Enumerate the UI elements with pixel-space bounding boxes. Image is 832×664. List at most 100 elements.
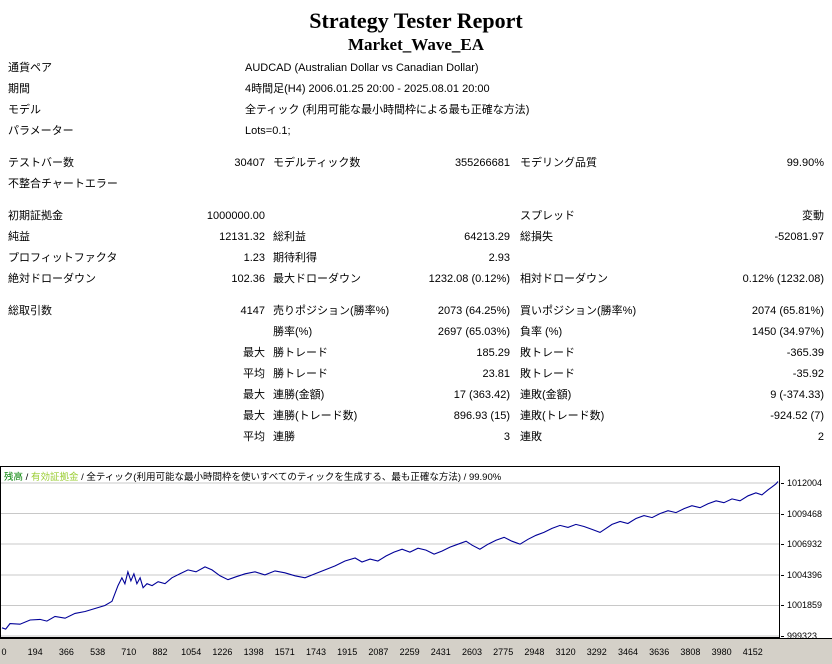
- stat-row: 勝率(%) 2697 (65.03%) 負率 (%) 1450 (34.97%): [8, 322, 824, 343]
- x-axis-label: 1398: [243, 647, 264, 657]
- stat-row: 最大 連勝(金額) 17 (363.42) 連敗(金額) 9 (-374.33): [8, 385, 824, 406]
- y-axis-label: 1001859: [787, 600, 823, 611]
- stat-value: 最大: [243, 389, 265, 401]
- stat-label: [8, 427, 138, 448]
- info-row: 通貨ペア AUDCAD (Australian Dollar vs Canadia…: [8, 58, 824, 79]
- y-axis-tick: [781, 574, 784, 576]
- model-legend-text: 全ティック(利用可能な最小時間枠を使いすべてのティックを生成する、最も正確な方法…: [86, 472, 462, 483]
- stat-row: 最大 勝トレード 185.29 敗トレード -365.39: [8, 343, 824, 364]
- stat-value: -924.52 (7): [770, 410, 824, 422]
- stat-label: モデルティック数: [273, 157, 361, 169]
- stat-value: 2.93: [488, 252, 510, 264]
- stat-label: プロフィットファクタ: [8, 252, 118, 264]
- stat-value: [420, 206, 510, 227]
- report-body: 通貨ペア AUDCAD (Australian Dollar vs Canadia…: [0, 58, 832, 448]
- stat-value: [420, 174, 510, 195]
- stat-label: [8, 343, 138, 364]
- stat-value: -35.92: [792, 368, 824, 380]
- stat-label: 初期証拠金: [8, 210, 63, 222]
- stat-row: 平均 勝トレード 23.81 敗トレード -35.92: [8, 364, 824, 385]
- balance-curve: [1, 481, 779, 630]
- x-axis-label: 1915: [337, 647, 358, 657]
- stat-row: テストバー数 30407 モデルティック数 355266681 モデリング品質 99.90…: [8, 153, 824, 174]
- stat-value: 平均: [243, 368, 265, 380]
- x-axis-label: 1226: [212, 647, 233, 657]
- stat-value: 1000000.00: [206, 210, 265, 222]
- stat-label: 相対ドローダウン: [520, 273, 608, 285]
- x-axis-label: 2775: [493, 647, 514, 657]
- x-axis-label: 1743: [305, 647, 327, 657]
- x-axis-label: 194: [27, 647, 43, 657]
- stat-value: 185.29: [476, 347, 510, 359]
- stat-section: テストバー数 30407 モデルティック数 355266681 モデリング品質 99.90…: [8, 153, 824, 195]
- stat-label: [8, 385, 138, 406]
- stat-label: [8, 364, 138, 385]
- stat-value: 64213.29: [464, 231, 510, 243]
- stat-value: 99.90%: [786, 157, 824, 169]
- stat-label: モデリング品質: [520, 157, 597, 169]
- stat-value: 2697 (65.03%): [437, 326, 510, 338]
- stat-value: 1.23: [243, 252, 265, 264]
- y-axis-tick: [781, 482, 784, 484]
- stat-value: 3: [503, 431, 510, 443]
- info-label: モデル: [8, 104, 41, 116]
- stat-label: 連勝(金額): [273, 389, 325, 401]
- stat-value: [675, 174, 824, 195]
- x-axis-label: 2259: [399, 647, 420, 657]
- stat-value: [138, 174, 265, 195]
- info-row: 期間 4時間足(H4) 2006.01.25 20:00 - 2025.08.01…: [8, 79, 824, 100]
- stat-label: [510, 248, 675, 269]
- stat-label: 総損失: [520, 231, 553, 243]
- y-axis-label: 1012004: [787, 477, 823, 488]
- x-axis-label: 1571: [274, 647, 295, 657]
- stat-value: 2073 (64.25%): [437, 305, 510, 317]
- stat-value: 17 (363.42): [453, 389, 510, 401]
- stat-value: 最大: [243, 410, 265, 422]
- info-rows: 通貨ペア AUDCAD (Australian Dollar vs Canadia…: [8, 58, 824, 142]
- stat-label: [8, 322, 138, 343]
- x-axis-label: 882: [152, 647, 168, 657]
- stat-section: 初期証拠金 1000000.00 スプレッド 変動 純益 12131.32 総利益 64213…: [8, 206, 824, 290]
- report-header: Strategy Tester Report Market_Wave_EA: [0, 0, 832, 56]
- y-axis-tick: [781, 513, 784, 515]
- balance-chart: 残高 / 有効証拠金 / 全ティック(利用可能な最小時間枠を使いすべてのティック…: [0, 466, 832, 664]
- stat-label: 勝率(%): [273, 326, 313, 338]
- stat-sections: テストバー数 30407 モデルティック数 355266681 モデリング品質 99.90…: [8, 153, 824, 448]
- x-axis-label: 2603: [461, 647, 483, 657]
- stat-label: 総取引数: [8, 305, 52, 317]
- stat-label: テストバー数: [8, 157, 74, 169]
- stat-value: 最大: [243, 347, 265, 359]
- stat-row: 不整合チャートエラー: [8, 174, 824, 195]
- stat-row: 平均 連勝 3 連敗 2: [8, 427, 824, 448]
- stat-value: -52081.97: [774, 231, 824, 243]
- stat-row: 最大 連勝(トレード数) 896.93 (15) 連敗(トレード数) -924.52 (…: [8, 406, 824, 427]
- stat-value: 変動: [802, 210, 824, 222]
- info-value: AUDCAD (Australian Dollar vs Canadian Do…: [245, 62, 479, 74]
- stat-value: 9 (-374.33): [770, 389, 824, 401]
- stat-row: プロフィットファクタ 1.23 期待利得 2.93: [8, 248, 824, 269]
- stat-label: 買いポジション(勝率%): [520, 305, 637, 317]
- stat-row: 絶対ドローダウン 102.36 最大ドローダウン 1232.08 (0.12%) 相対ド…: [8, 269, 824, 290]
- stat-value: 896.93 (15): [453, 410, 510, 422]
- x-axis: 0 194 366 538 710 882 1054 1226 1398 1571 1743 1915…: [0, 638, 832, 664]
- y-axis-tick: [781, 544, 784, 546]
- x-axis-label: 2431: [430, 647, 451, 657]
- stat-label: [510, 174, 675, 195]
- chart-legend: 残高 / 有効証拠金 / 全ティック(利用可能な最小時間枠を使いすべてのティック…: [4, 469, 501, 483]
- stat-value: 355266681: [454, 157, 510, 169]
- x-axis-label: 710: [121, 647, 137, 657]
- stat-value: 1450 (34.97%): [751, 326, 824, 338]
- info-value: 全ティック (利用可能な最小時間枠による最も正確な方法): [245, 104, 530, 116]
- stat-label: スプレッド: [520, 210, 575, 222]
- stat-value: 102.36: [231, 273, 265, 285]
- stat-label: 期待利得: [273, 252, 317, 264]
- balance-legend-label: 残高: [4, 472, 24, 483]
- x-axis-label: 3464: [617, 647, 639, 657]
- legend-separator: /: [78, 472, 87, 483]
- x-axis-label: 0: [1, 647, 7, 657]
- x-axis-label: 2087: [368, 647, 389, 657]
- equity-legend-label: 有効証拠金: [30, 472, 79, 483]
- x-axis-label: 3980: [711, 647, 732, 657]
- stat-label: 敗トレード: [520, 368, 575, 380]
